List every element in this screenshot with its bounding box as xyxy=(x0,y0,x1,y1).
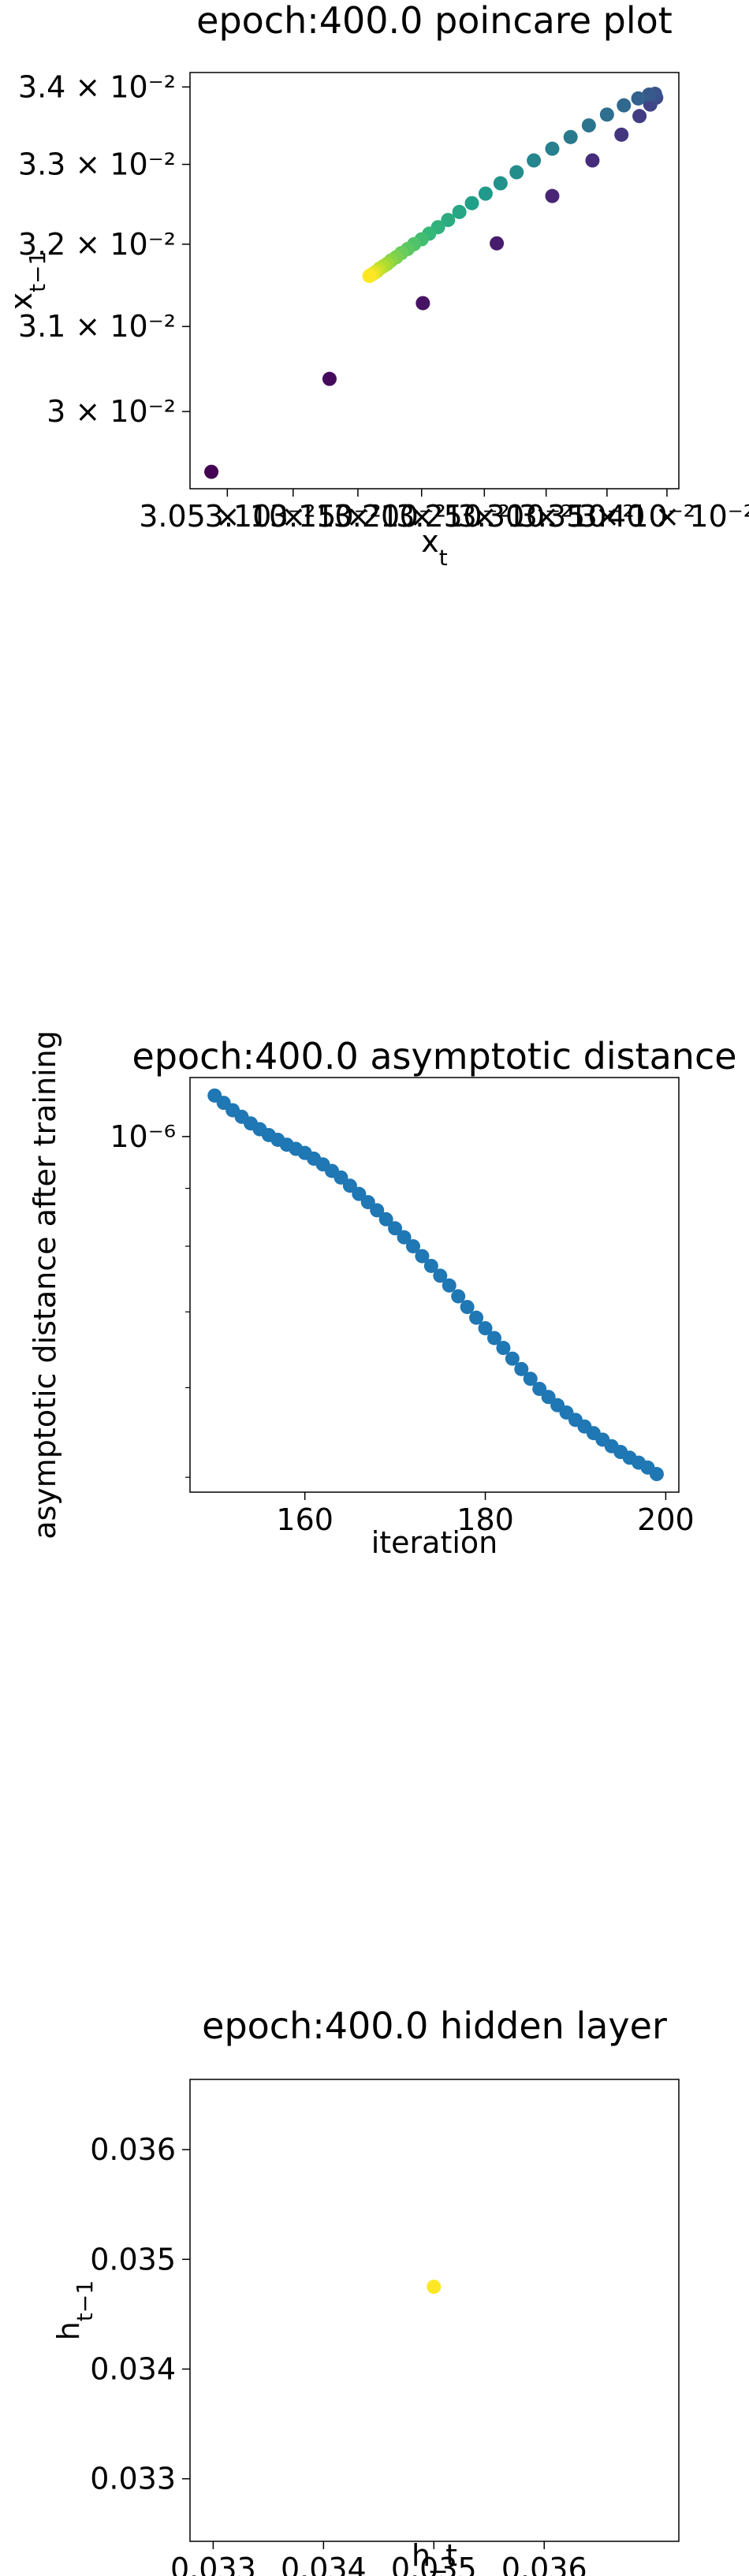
point xyxy=(532,1381,547,1396)
xlabel-label-base: x xyxy=(421,524,439,559)
point xyxy=(452,204,467,219)
point xyxy=(514,1361,529,1376)
x-tick-label: 200 xyxy=(637,1502,695,1537)
x-tick-label: 0.035 xyxy=(391,2552,477,2576)
point xyxy=(642,87,657,102)
point xyxy=(585,153,600,168)
ylabel-label-sub: t−1 xyxy=(24,251,50,292)
point xyxy=(334,1170,348,1185)
y-tick-label: 3.4 × 10⁻² xyxy=(18,69,176,104)
x-tick-label: 3.40 × 10⁻² xyxy=(579,499,749,534)
point xyxy=(415,1249,430,1264)
point xyxy=(460,1300,475,1315)
point xyxy=(478,186,493,201)
ylabel-label: asymptotic distance after training xyxy=(28,1030,62,1539)
x-tick-label: 3.10 × 10⁻² xyxy=(205,499,382,534)
point xyxy=(397,1230,412,1245)
plot-frame xyxy=(189,1077,680,1493)
point xyxy=(545,188,560,203)
y-tick-label: 0.034 xyxy=(90,2351,176,2386)
point xyxy=(631,91,646,106)
chart-title: epoch:400.0 hidden layer xyxy=(202,2005,667,2047)
point xyxy=(370,1203,385,1218)
x-tick-label: 0.033 xyxy=(170,2552,256,2576)
x-tick-label: 160 xyxy=(276,1502,334,1537)
point xyxy=(405,1239,420,1254)
point xyxy=(360,1195,375,1210)
point xyxy=(451,1289,466,1304)
point xyxy=(541,1390,556,1405)
x-tick-label: 3.15 × 10⁻² xyxy=(270,499,446,534)
y-tick-label: 3.2 × 10⁻² xyxy=(18,227,176,262)
ylabel-label-base: h xyxy=(51,2321,86,2340)
point xyxy=(464,195,479,210)
point xyxy=(496,1341,511,1356)
point xyxy=(352,1186,367,1201)
xlabel-label: xt xyxy=(421,524,448,571)
point xyxy=(523,1372,538,1387)
y-tick-label: 0.036 xyxy=(90,2132,176,2167)
xlabel-label-sub: t xyxy=(439,545,448,571)
point xyxy=(388,1221,403,1236)
plot-frame xyxy=(189,2079,680,2542)
ylabel-label-base: x xyxy=(4,292,39,311)
y-tick-label: 3.1 × 10⁻² xyxy=(18,309,176,344)
point xyxy=(423,1258,438,1273)
point xyxy=(441,213,456,228)
point xyxy=(486,1331,501,1346)
point xyxy=(599,107,614,122)
point xyxy=(469,1310,484,1325)
ylabel-label: ht−1 xyxy=(51,2280,98,2340)
y-tick-label: 3.3 × 10⁻² xyxy=(18,147,176,182)
point xyxy=(545,141,560,156)
point xyxy=(427,2280,442,2295)
y-tick-label: 0.035 xyxy=(90,2242,176,2276)
point xyxy=(204,464,219,479)
point xyxy=(342,1178,357,1193)
xlabel-label-base: iteration xyxy=(371,1525,498,1560)
x-tick-label: 3.05 × 10⁻² xyxy=(139,499,315,534)
point xyxy=(649,1467,664,1482)
x-tick-label: 0.034 xyxy=(281,2552,367,2576)
point xyxy=(415,296,430,311)
ylabel-label-base: asymptotic distance after training xyxy=(28,1030,62,1539)
point xyxy=(632,109,647,124)
y-tick-label: 3 × 10⁻² xyxy=(47,394,176,429)
x-tick-label: 3.35 × 10⁻² xyxy=(519,499,695,534)
point xyxy=(478,1321,493,1336)
point xyxy=(509,165,524,180)
point xyxy=(322,371,337,386)
x-tick-label: 3.25 × 10⁻² xyxy=(396,499,572,534)
xlabel-label: h_t xyxy=(412,2538,457,2573)
point xyxy=(442,1278,456,1293)
xlabel-label: iteration xyxy=(371,1525,498,1560)
x-tick-label: 180 xyxy=(456,1502,514,1537)
point xyxy=(617,98,632,113)
xlabel-label-base: h_t xyxy=(412,2538,457,2573)
ylabel-label: xt−1 xyxy=(4,251,50,311)
point xyxy=(505,1351,520,1366)
y-tick-label: 10⁻⁶ xyxy=(110,1119,176,1154)
point xyxy=(614,127,629,142)
x-tick-label: 3.30 × 10⁻² xyxy=(458,499,635,534)
point xyxy=(490,236,505,251)
chart-title: epoch:400.0 asymptotic distance xyxy=(132,1035,736,1078)
ylabel-label-sub: t−1 xyxy=(72,2280,98,2321)
chart-title: epoch:400.0 poincare plot xyxy=(196,0,673,42)
x-tick-label: 3.20 × 10⁻² xyxy=(334,499,510,534)
point xyxy=(433,1268,448,1283)
point xyxy=(378,1212,393,1227)
plot-frame xyxy=(189,72,680,490)
point xyxy=(362,269,377,284)
x-tick-label: 0.036 xyxy=(501,2552,587,2576)
point xyxy=(563,129,578,144)
point xyxy=(527,153,542,168)
point xyxy=(493,176,508,191)
y-tick-label: 0.033 xyxy=(90,2462,176,2496)
point xyxy=(581,118,596,133)
